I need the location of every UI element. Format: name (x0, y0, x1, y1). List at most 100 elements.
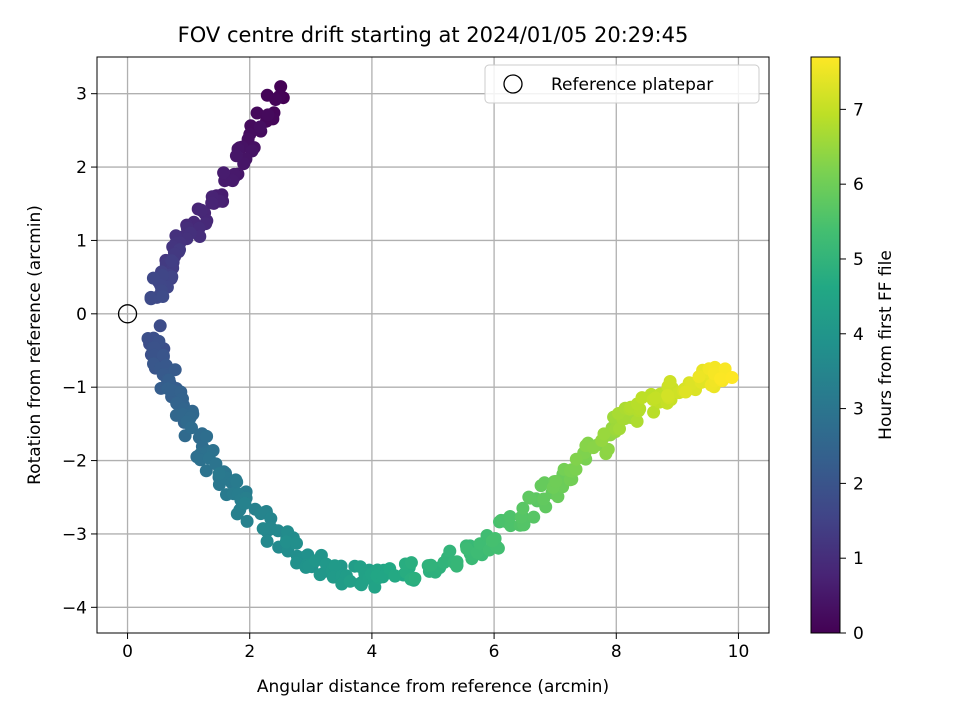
y-tick-label: 1 (76, 231, 87, 251)
y-tick-label: 3 (76, 85, 87, 105)
data-point (328, 559, 342, 573)
legend-box (484, 64, 760, 104)
data-point (205, 196, 219, 210)
data-point (663, 375, 677, 388)
x-tick-label: 0 (122, 642, 133, 662)
data-point (460, 542, 474, 556)
y-tick-label: 0 (76, 305, 87, 325)
data-point (264, 512, 278, 526)
data-point (679, 385, 693, 399)
data-point (661, 388, 675, 402)
data-points (141, 80, 739, 594)
colorbar: 0 1 2 3 4 5 6 7 Hours from first FF file (810, 56, 896, 644)
data-point (156, 290, 170, 303)
data-point (238, 496, 252, 510)
data-point (485, 534, 499, 548)
colorbar-tick-label: 2 (853, 474, 864, 494)
data-point (450, 558, 464, 572)
data-point (274, 80, 288, 94)
axis-ticks: 0 2 4 6 8 10 −4 −3 −2 −1 0 1 2 3 (62, 85, 749, 662)
axes-frame (96, 56, 770, 634)
colorbar-tick-label: 7 (853, 100, 864, 120)
data-point (253, 120, 267, 134)
data-point (647, 405, 661, 419)
data-point (229, 149, 243, 163)
colorbar-label: Hours from first FF file (876, 250, 896, 440)
colorbar-tick-label: 0 (853, 624, 864, 644)
data-point (516, 501, 530, 515)
data-point (156, 348, 170, 362)
data-point (343, 574, 357, 588)
y-tick-label: −2 (62, 452, 87, 472)
data-point (597, 427, 611, 441)
y-axis-label: Rotation from reference (arcmin) (25, 205, 45, 485)
data-point (240, 514, 254, 528)
data-point (404, 556, 418, 570)
data-point (217, 166, 231, 180)
data-point (424, 558, 438, 572)
legend: Reference platepar (484, 64, 760, 104)
data-point (250, 106, 264, 120)
data-point (408, 571, 422, 585)
data-point (199, 464, 213, 478)
data-point (256, 522, 270, 536)
data-point (527, 510, 541, 524)
data-point (165, 254, 179, 268)
plot-area (97, 57, 769, 633)
data-point (260, 534, 274, 548)
data-point (388, 569, 402, 583)
data-point (309, 554, 323, 568)
data-point (630, 414, 644, 428)
data-point (523, 491, 537, 505)
colorbar-ticks: 0 1 2 3 4 5 6 7 (840, 100, 864, 644)
data-point (503, 510, 517, 523)
data-point (313, 568, 327, 582)
colorbar-gradient (810, 56, 841, 634)
colorbar-tick-label: 1 (853, 549, 864, 569)
data-point (725, 371, 739, 384)
data-point (714, 372, 727, 386)
data-point (200, 429, 214, 443)
data-point (261, 108, 275, 122)
data-point (613, 422, 626, 436)
data-point (230, 475, 244, 489)
y-tick-label: −3 (62, 525, 87, 545)
data-point (635, 391, 649, 405)
x-tick-label: 10 (728, 642, 750, 662)
data-point (230, 507, 244, 521)
x-tick-label: 4 (366, 642, 377, 662)
colorbar-tick-label: 3 (853, 400, 864, 420)
data-point (153, 319, 167, 333)
data-point (194, 203, 208, 217)
legend-marker-reference (503, 74, 523, 94)
x-tick-label: 6 (489, 642, 500, 662)
data-point (144, 292, 158, 306)
y-tick-label: 2 (76, 158, 87, 178)
x-tick-label: 2 (244, 642, 255, 662)
data-point (601, 442, 615, 456)
data-point (569, 452, 583, 466)
data-point (146, 271, 160, 285)
legend-entry-reference: Reference platepar (551, 75, 713, 95)
data-point (649, 391, 663, 405)
data-point (443, 544, 457, 558)
y-tick-label: −4 (62, 598, 87, 618)
data-point (569, 462, 583, 476)
data-point (549, 475, 563, 488)
data-point (692, 370, 706, 384)
x-tick-label: 8 (611, 642, 622, 662)
data-point (279, 535, 293, 549)
colorbar-tick-label: 5 (853, 250, 864, 270)
data-point (212, 467, 226, 481)
reference-marker (117, 304, 138, 324)
data-point (290, 536, 303, 550)
colorbar-tick-label: 4 (853, 325, 864, 345)
data-point (185, 421, 198, 435)
data-point (269, 93, 283, 106)
colorbar-tick-label: 6 (853, 175, 864, 195)
chart-title: FOV centre drift starting at 2024/01/05 … (178, 23, 689, 47)
y-tick-label: −1 (62, 378, 87, 398)
reference-marker-group (117, 304, 138, 324)
data-point (168, 363, 182, 377)
